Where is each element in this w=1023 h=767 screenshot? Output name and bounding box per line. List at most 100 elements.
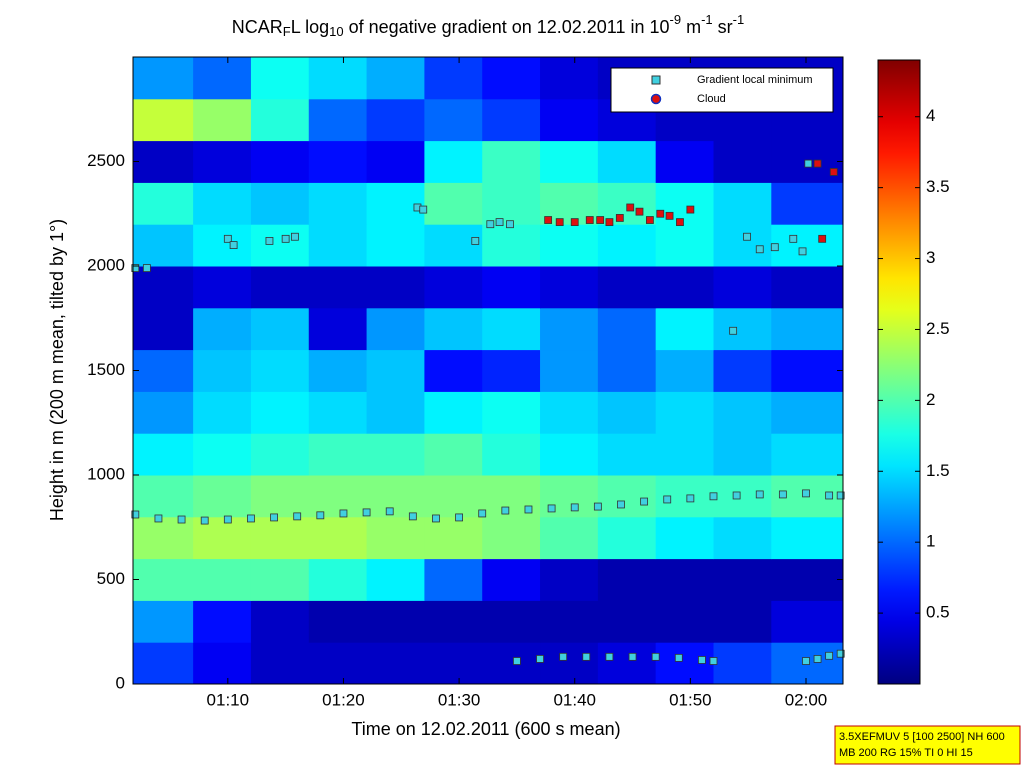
colorbar (877, 59, 921, 685)
heatmap-cell (308, 642, 368, 685)
heatmap-cell (133, 307, 194, 351)
point (617, 500, 625, 509)
heatmap-cell (713, 642, 772, 685)
y-axis-label: Height in m (200 m mean, tilted by 1°) (47, 219, 67, 521)
heatmap-cell (133, 516, 194, 560)
heatmap-cell (133, 391, 194, 434)
heatmap-cell (250, 57, 310, 100)
heatmap-cell (250, 307, 310, 351)
heatmap-cell (540, 642, 599, 685)
point (698, 656, 706, 664)
heatmap-cell (771, 600, 844, 643)
heatmap-cell (655, 224, 714, 267)
point (770, 243, 779, 252)
heatmap-cell (193, 349, 252, 392)
heatmap-cell (540, 516, 599, 560)
point (593, 502, 602, 511)
y-tick-label: 500 (97, 569, 125, 588)
heatmap-cell (308, 600, 368, 643)
point (293, 512, 302, 521)
y-tick-label: 2000 (87, 255, 125, 274)
heatmap-cell (424, 307, 483, 351)
heatmap-cell (250, 642, 310, 685)
point (544, 216, 553, 224)
heatmap-cell (133, 642, 194, 685)
heatmap-cell (771, 391, 844, 434)
heatmap-cell (597, 642, 657, 685)
heatmap-cell (771, 516, 844, 560)
heatmap-cell (424, 98, 483, 142)
heatmap-cell (250, 600, 310, 643)
point (836, 491, 845, 500)
heatmap-cell (308, 140, 368, 183)
point (732, 491, 741, 500)
title-part: -1 (733, 12, 745, 27)
heatmap-cell (250, 475, 310, 518)
point (290, 232, 299, 241)
heatmap-cell (482, 558, 541, 601)
heatmap-cell (308, 224, 368, 267)
legend-label: Gradient local minimum (697, 74, 813, 86)
heatmap-cell (366, 433, 425, 476)
point (802, 657, 810, 665)
point (605, 218, 614, 227)
heatmap-cell (482, 182, 541, 225)
heatmap-cell (482, 57, 541, 100)
heatmap-cell (424, 140, 483, 183)
heatmap-cell (482, 642, 541, 685)
point (270, 513, 278, 522)
point (656, 209, 665, 218)
heatmap-cell (597, 266, 657, 309)
heatmap-cell (540, 349, 599, 392)
point (177, 515, 186, 524)
heatmap-cell (771, 224, 844, 267)
point (813, 655, 822, 663)
x-tick-label: 02:00 (785, 690, 828, 709)
point (626, 203, 635, 212)
point (536, 655, 544, 663)
heatmap-cell (771, 558, 844, 601)
point (570, 503, 579, 512)
heatmap-cell (250, 266, 310, 309)
colorbar-tick-label: 0.5 (926, 603, 950, 622)
heatmap-cell (482, 349, 541, 392)
point (755, 245, 764, 254)
point (686, 205, 695, 214)
colorbar-tick-label: 4 (926, 106, 935, 125)
heatmap-cell (133, 600, 194, 643)
point (665, 211, 674, 220)
heatmap-cell (482, 433, 541, 476)
point (495, 218, 504, 227)
heatmap-cell (540, 57, 599, 100)
heatmap-cell (597, 600, 657, 643)
point (825, 491, 834, 500)
heatmap-cell (655, 182, 714, 225)
colorbar-tick-label: 2.5 (926, 319, 950, 338)
heatmap-cell (655, 433, 714, 476)
point (802, 489, 810, 498)
point (582, 652, 591, 661)
heatmap-cell (482, 224, 541, 267)
heatmap-cell (133, 224, 194, 267)
heatmap-cell (597, 475, 657, 518)
heatmap-cell (655, 600, 714, 643)
heatmap-cell (133, 98, 194, 142)
heatmap-cell (540, 600, 599, 643)
heatmap-cell (424, 433, 483, 476)
point (755, 490, 764, 499)
heatmap-cell (250, 516, 310, 560)
point (486, 220, 495, 229)
heatmap-cell (308, 307, 368, 351)
heatmap-cell (540, 224, 599, 267)
heatmap-cell (308, 98, 368, 142)
heatmap-cell (482, 307, 541, 351)
point (432, 514, 440, 523)
heatmap-cell (250, 558, 310, 601)
heatmap-cell (540, 391, 599, 434)
heatmap-cell (250, 98, 310, 142)
heatmap-cell (482, 516, 541, 560)
point (628, 652, 637, 661)
heatmap-cell (133, 266, 194, 309)
heatmap-cell (713, 600, 772, 643)
point (686, 494, 695, 503)
